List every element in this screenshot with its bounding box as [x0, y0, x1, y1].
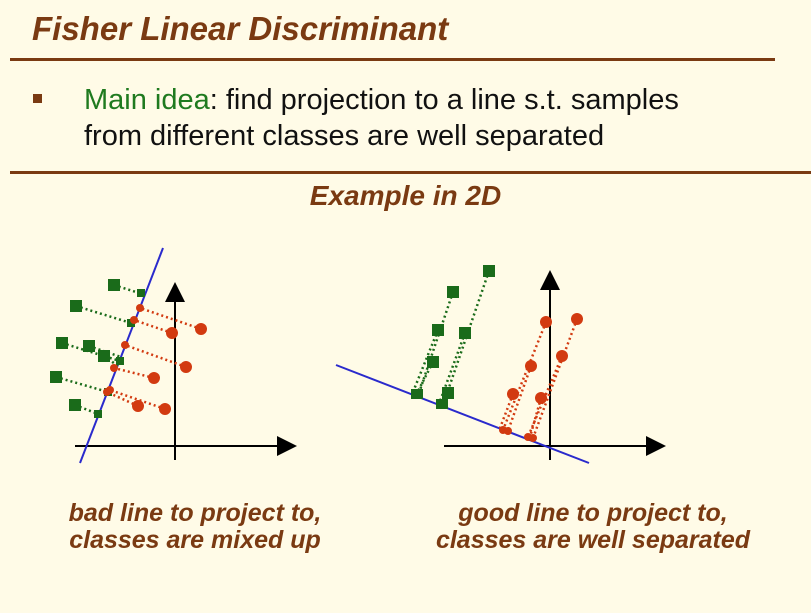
main-idea-lead: Main idea [84, 84, 210, 116]
bullet-marker [33, 94, 42, 103]
example-title: Example in 2D [309, 180, 502, 211]
right-red-projections [498, 318, 579, 439]
good-projection-panel [335, 265, 666, 464]
bad-caption-line1: bad line to project to, [68, 499, 322, 527]
section-divider [10, 171, 811, 174]
slide-title: Fisher Linear Discriminant [32, 10, 449, 47]
bad-caption-line2: classes are mixed up [69, 526, 321, 554]
main-idea-line2: from different classes are well separate… [84, 120, 605, 152]
left-projection-line [79, 247, 164, 464]
right-projection-line [335, 364, 590, 464]
main-idea-text: Main idea: find projection to a line s.t… [84, 82, 784, 154]
good-line-caption: good line to project to, classes are wel… [413, 500, 773, 554]
main-idea-line1: : find projection to a line s.t. samples [209, 84, 679, 116]
left-class-b-points [103, 304, 207, 415]
bad-line-caption: bad line to project to, classes are mixe… [30, 500, 360, 554]
left-green-projections [55, 283, 143, 416]
good-caption-line1: good line to project to, [458, 499, 728, 527]
right-class-a-points [411, 265, 495, 409]
title-divider [10, 58, 775, 61]
good-caption-line2: classes are well separated [435, 526, 751, 554]
right-class-b-points [499, 313, 583, 442]
bad-projection-panel [50, 247, 297, 464]
